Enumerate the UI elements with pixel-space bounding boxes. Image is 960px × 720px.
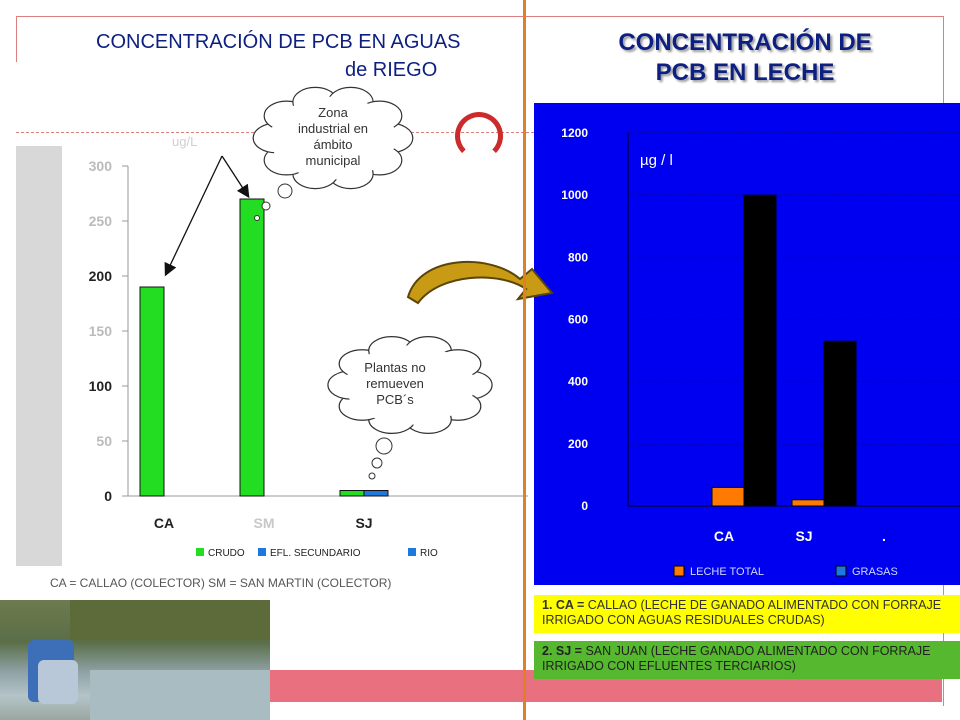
y-tick-label: 1000 [561,188,588,202]
legend-label: GRASAS [852,566,898,578]
callout-line: remueven [366,376,424,391]
logo-ring-icon [455,112,503,160]
note-callao-text: CALLAO (LECHE DE GANADO ALIMENTADO CON F… [542,598,942,627]
cloud-bubble [254,215,260,221]
left-chart-title: CONCENTRACIÓN DE PCB EN AGUAS de RIEGO [60,28,530,84]
legend-label: LECHE TOTAL [690,566,764,578]
note-callao: 1. CA = CALLAO (LECHE DE GANADO ALIMENTA… [534,595,960,633]
curved-arrow-icon [406,261,554,305]
right-title-line2: PCB EN LECHE [655,59,835,86]
y-tick-label: 200 [568,437,588,451]
y-tick-label: 800 [568,250,588,264]
callout-line: ámbito [313,137,353,152]
arrow-to-sm [221,155,250,199]
callout-line: industrial en [297,121,369,136]
y-tick-label: 600 [568,313,588,327]
right-chart-svg: 0 200 400 600 800 1000 1200 µg / l CA SJ . LECHE TO… [561,126,960,578]
y-tick-label: 100 [89,378,113,394]
cloud-bubble [261,201,271,211]
x-category-label: SJ [795,528,812,544]
y-tick-label: 300 [89,158,113,174]
cloud-bubble [277,183,293,199]
note-san-juan-key: 2. SJ = [542,644,582,658]
river-photo [0,600,270,720]
callout-cloud-industrial [252,86,414,190]
cloud-bubble [375,437,393,455]
left-title-line2: de RIEGO [345,59,438,81]
bar-efl-secundario [363,490,389,497]
bar-grasas [823,340,857,507]
right-unit-label: µg / l [640,152,673,169]
legend-swatch [258,548,266,556]
x-category-label: SJ [355,515,372,531]
callout-line: PCB´s [376,392,414,407]
left-title-line1: CONCENTRACIÓN DE PCB EN AGUAS [96,31,461,53]
x-category-label: . [882,528,886,544]
bar-leche-total [791,499,825,507]
callout-line: Plantas no [364,360,426,375]
callout-cloud-plants [327,336,493,434]
right-chart-title: CONCENTRACIÓN DE PCB EN LECHE [540,28,950,88]
y-tick-label: 0 [581,499,588,513]
y-tick-label: 0 [104,488,112,504]
y-tick-label: 1200 [561,126,588,140]
left-unit-label: ug/L [172,134,197,149]
frame-line-top [16,16,944,17]
bar-crudo [239,198,265,497]
bar-leche-total [711,486,745,507]
legend-label: CRUDO [208,548,245,559]
x-category-label: SM [254,515,275,531]
legend-swatch [835,565,847,577]
callout-industrial-text: Zona industrial en ámbito municipal [283,105,383,169]
y-tick-label: 50 [96,433,112,449]
legend-swatch [673,565,685,577]
bar-crudo [339,490,365,497]
frame-line-left [16,16,17,62]
legend-swatch [408,548,416,556]
left-chart-svg: ug/L 0 50 100 150 200 250 300 CA SM SJ CRUDO EFL. SE… [89,86,528,559]
y-tick-label: 250 [89,213,113,229]
callout-plants-text: Plantas no remueven PCB´s [345,360,445,408]
legend-label: EFL. SECUNDARIO [270,548,361,559]
vertical-divider [523,0,526,720]
legend-label: RIO [420,548,438,559]
y-tick-label: 400 [568,375,588,389]
right-chart-panel: 0 200 400 600 800 1000 1200 µg / l CA SJ. LECHE TO… [534,103,960,585]
callout-line: municipal [305,153,361,168]
y-tick-label: 200 [89,268,113,284]
cloud-bubble [371,457,383,469]
note-san-juan-text: SAN JUAN (LECHE GANADO ALIMENTADO CON FO… [542,644,931,673]
x-category-label: CA [714,528,734,544]
bar-grasas [743,194,777,507]
left-chart-footnote: CA = CALLAO (COLECTOR) SM = SAN MARTIN (… [50,576,392,590]
note-san-juan: 2. SJ = SAN JUAN (LECHE GANADO ALIMENTAD… [534,641,960,679]
legend-swatch [196,548,204,556]
arrow-to-ca [164,155,223,277]
bar-crudo [139,286,165,497]
cloud-bubble [368,472,376,480]
right-title-line1: CONCENTRACIÓN DE [618,29,872,56]
note-callao-key: 1. CA = [542,598,585,612]
callout-line: Zona [318,105,348,120]
x-category-label: CA [154,515,174,531]
y-tick-label: 150 [89,323,113,339]
